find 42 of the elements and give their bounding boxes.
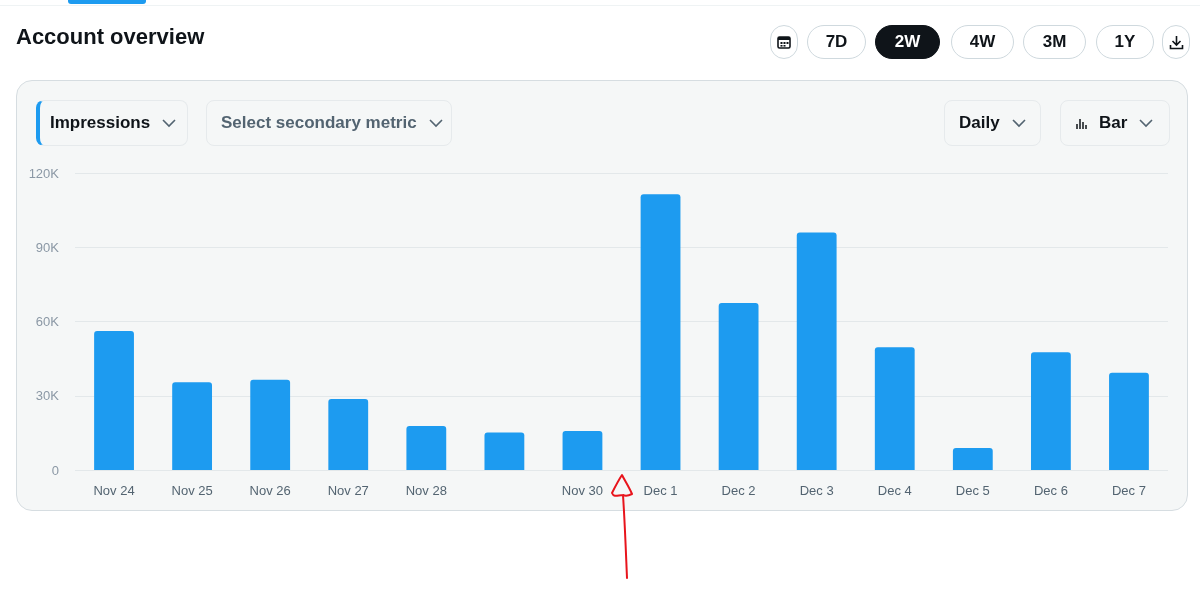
x-tick-label: Dec 7 <box>1111 483 1146 498</box>
text: 4W <box>951 25 1014 59</box>
bar <box>874 347 915 470</box>
text: Select secondary metric <box>221 113 417 133</box>
bar <box>952 447 993 470</box>
bar <box>94 330 134 470</box>
chart-title: Account overview <box>16 24 205 50</box>
bar <box>562 430 603 470</box>
bar <box>718 302 759 470</box>
bar <box>484 432 525 470</box>
bar <box>1109 372 1149 470</box>
x-tick-label: Dec 5 <box>955 483 990 498</box>
x-tick-label: Dec 1 <box>643 483 678 498</box>
text: 2W <box>875 25 940 59</box>
x-tick-label: Nov 26 <box>249 483 291 498</box>
bar <box>1030 352 1071 470</box>
x-tick-label: Nov 27 <box>327 483 369 498</box>
bar <box>796 232 837 470</box>
text: 1Y <box>1096 25 1154 59</box>
y-tick-label: 60K <box>35 314 60 329</box>
y-tick-label: 90K <box>35 239 60 255</box>
x-tick-label: Dec 3 <box>799 483 834 498</box>
y-tick-label: 30K <box>35 388 60 404</box>
text: Impressions <box>50 113 151 133</box>
x-tick-label: Dec 6 <box>1033 483 1068 498</box>
bar <box>172 382 213 470</box>
text: Daily <box>959 113 1000 133</box>
x-tick-label: Nov 28 <box>405 483 447 498</box>
x-tick-label: Dec 2 <box>721 483 756 498</box>
text: 7D <box>807 25 866 59</box>
x-tick-label: Nov 24 <box>93 483 135 498</box>
y-tick-label: 0 <box>51 462 59 478</box>
x-tick-label: Nov 25 <box>171 483 213 498</box>
text: 3M <box>1023 25 1086 59</box>
x-tick-label: Dec 4 <box>877 483 912 498</box>
bar <box>406 425 447 470</box>
bar <box>328 398 369 470</box>
x-tick-label: Nov 30 <box>561 483 604 498</box>
bar <box>640 194 681 470</box>
text: Bar <box>1099 113 1128 133</box>
y-tick-label: 120K <box>28 165 60 181</box>
bar <box>250 379 291 470</box>
